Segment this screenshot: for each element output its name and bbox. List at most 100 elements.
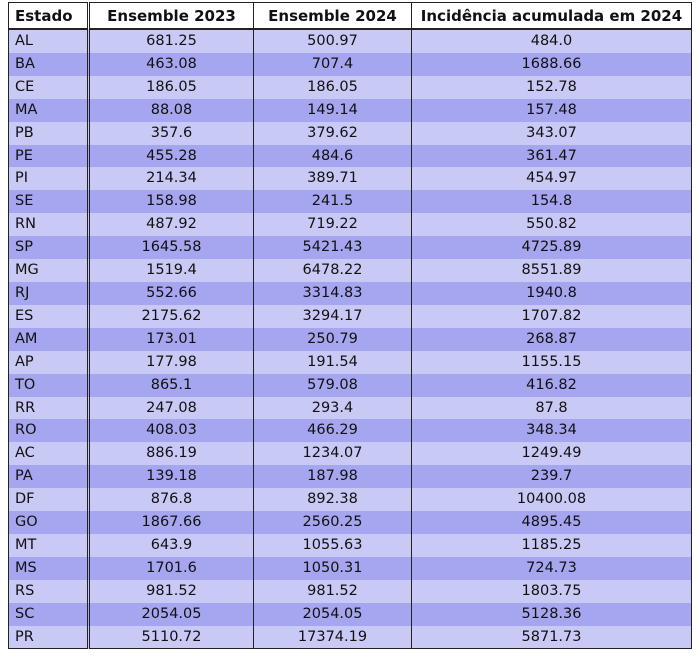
cell-ensemble-2024: 2560.25 xyxy=(253,511,412,534)
cell-ensemble-2024: 1055.63 xyxy=(253,533,412,557)
table-row: TO 865.1 579.08 416.82 xyxy=(8,373,692,397)
cell-ensemble-2024: 3314.83 xyxy=(253,281,412,305)
cell-ensemble-2023: 177.98 xyxy=(88,350,254,374)
cell-incidencia-acumulada-2024: 454.97 xyxy=(411,167,692,191)
cell-ensemble-2023: 408.03 xyxy=(88,419,254,443)
table-row: RN 487.92 719.22 550.82 xyxy=(8,213,692,237)
cell-estado: CE xyxy=(8,75,90,99)
cell-ensemble-2024: 1234.07 xyxy=(253,442,412,466)
cell-ensemble-2024: 389.71 xyxy=(253,167,412,191)
cell-estado: SP xyxy=(8,236,90,260)
table-row: CE 186.05 186.05 152.78 xyxy=(8,75,692,99)
table-row: PA 139.18 187.98 239.7 xyxy=(8,465,692,489)
header-incidencia-acumulada-2024: Incidência acumulada em 2024 xyxy=(411,2,692,30)
table-row: AC 886.19 1234.07 1249.49 xyxy=(8,442,692,466)
cell-estado: RS xyxy=(8,579,90,603)
cell-incidencia-acumulada-2024: 1688.66 xyxy=(411,52,692,76)
cell-estado: RR xyxy=(8,396,90,420)
cell-incidencia-acumulada-2024: 154.8 xyxy=(411,190,692,214)
table-header: Estado Ensemble 2023 Ensemble 2024 Incid… xyxy=(8,2,692,30)
cell-ensemble-2024: 17374.19 xyxy=(253,625,412,650)
cell-ensemble-2024: 2054.05 xyxy=(253,602,412,626)
table-row: BA 463.08 707.4 1688.66 xyxy=(8,52,692,76)
cell-ensemble-2023: 886.19 xyxy=(88,442,254,466)
cell-ensemble-2023: 173.01 xyxy=(88,327,254,351)
cell-estado: RJ xyxy=(8,281,90,305)
cell-ensemble-2023: 876.8 xyxy=(88,488,254,512)
table-row: PR 5110.72 17374.19 5871.73 xyxy=(8,625,692,650)
table-row: AP 177.98 191.54 1155.15 xyxy=(8,350,692,374)
cell-ensemble-2023: 865.1 xyxy=(88,373,254,397)
cell-incidencia-acumulada-2024: 1940.8 xyxy=(411,281,692,305)
table-row: PB 357.6 379.62 343.07 xyxy=(8,121,692,145)
cell-ensemble-2024: 1050.31 xyxy=(253,556,412,580)
cell-estado: GO xyxy=(8,511,90,534)
cell-ensemble-2024: 241.5 xyxy=(253,190,412,214)
table-row: PI 214.34 389.71 454.97 xyxy=(8,167,692,191)
cell-estado: MG xyxy=(8,259,90,282)
cell-estado: AP xyxy=(8,350,90,374)
cell-ensemble-2023: 1519.4 xyxy=(88,259,254,282)
cell-ensemble-2023: 463.08 xyxy=(88,52,254,76)
cell-estado: PE xyxy=(8,144,90,168)
cell-ensemble-2023: 487.92 xyxy=(88,213,254,237)
cell-incidencia-acumulada-2024: 343.07 xyxy=(411,121,692,145)
cell-ensemble-2024: 707.4 xyxy=(253,52,412,76)
table-row: AL 681.25 500.97 484.0 xyxy=(8,29,692,53)
cell-ensemble-2024: 466.29 xyxy=(253,419,412,443)
table-row: RJ 552.66 3314.83 1940.8 xyxy=(8,281,692,305)
cell-incidencia-acumulada-2024: 10400.08 xyxy=(411,488,692,512)
cell-ensemble-2024: 5421.43 xyxy=(253,236,412,260)
cell-estado: PI xyxy=(8,167,90,191)
cell-estado: AL xyxy=(8,29,90,53)
table-row: RR 247.08 293.4 87.8 xyxy=(8,396,692,420)
cell-incidencia-acumulada-2024: 484.0 xyxy=(411,29,692,53)
cell-incidencia-acumulada-2024: 268.87 xyxy=(411,327,692,351)
cell-incidencia-acumulada-2024: 152.78 xyxy=(411,75,692,99)
cell-incidencia-acumulada-2024: 550.82 xyxy=(411,213,692,237)
cell-ensemble-2023: 552.66 xyxy=(88,281,254,305)
cell-ensemble-2023: 455.28 xyxy=(88,144,254,168)
cell-ensemble-2023: 1701.6 xyxy=(88,556,254,580)
table-row: MS 1701.6 1050.31 724.73 xyxy=(8,556,692,580)
table-row: MT 643.9 1055.63 1185.25 xyxy=(8,533,692,557)
cell-incidencia-acumulada-2024: 239.7 xyxy=(411,465,692,489)
data-table: Estado Ensemble 2023 Ensemble 2024 Incid… xyxy=(8,2,692,650)
cell-ensemble-2024: 579.08 xyxy=(253,373,412,397)
table-row: SP 1645.58 5421.43 4725.89 xyxy=(8,236,692,260)
table-row: SE 158.98 241.5 154.8 xyxy=(8,190,692,214)
table-body: AL 681.25 500.97 484.0 BA 463.08 707.4 1688.66 C… xyxy=(8,29,692,650)
cell-ensemble-2024: 149.14 xyxy=(253,98,412,122)
cell-incidencia-acumulada-2024: 4725.89 xyxy=(411,236,692,260)
cell-incidencia-acumulada-2024: 416.82 xyxy=(411,373,692,397)
cell-ensemble-2023: 1645.58 xyxy=(88,236,254,260)
cell-ensemble-2024: 293.4 xyxy=(253,396,412,420)
cell-estado: AC xyxy=(8,442,90,466)
cell-ensemble-2024: 250.79 xyxy=(253,327,412,351)
cell-incidencia-acumulada-2024: 1155.15 xyxy=(411,350,692,374)
cell-ensemble-2024: 500.97 xyxy=(253,29,412,53)
cell-ensemble-2024: 187.98 xyxy=(253,465,412,489)
cell-estado: MT xyxy=(8,533,90,557)
cell-incidencia-acumulada-2024: 87.8 xyxy=(411,396,692,420)
cell-estado: RN xyxy=(8,213,90,237)
table-row: MA 88.08 149.14 157.48 xyxy=(8,98,692,122)
cell-incidencia-acumulada-2024: 361.47 xyxy=(411,144,692,168)
cell-ensemble-2024: 191.54 xyxy=(253,350,412,374)
cell-ensemble-2023: 214.34 xyxy=(88,167,254,191)
table-row: DF 876.8 892.38 10400.08 xyxy=(8,488,692,512)
cell-ensemble-2023: 681.25 xyxy=(88,29,254,53)
cell-ensemble-2024: 6478.22 xyxy=(253,259,412,282)
table-row: RO 408.03 466.29 348.34 xyxy=(8,419,692,443)
cell-estado: BA xyxy=(8,52,90,76)
cell-ensemble-2024: 3294.17 xyxy=(253,304,412,328)
table-row: MG 1519.4 6478.22 8551.89 xyxy=(8,259,692,282)
cell-estado: PA xyxy=(8,465,90,489)
header-estado: Estado xyxy=(8,2,90,30)
cell-ensemble-2024: 379.62 xyxy=(253,121,412,145)
cell-ensemble-2023: 643.9 xyxy=(88,533,254,557)
cell-ensemble-2023: 88.08 xyxy=(88,98,254,122)
cell-ensemble-2024: 186.05 xyxy=(253,75,412,99)
cell-estado: SE xyxy=(8,190,90,214)
cell-estado: TO xyxy=(8,373,90,397)
